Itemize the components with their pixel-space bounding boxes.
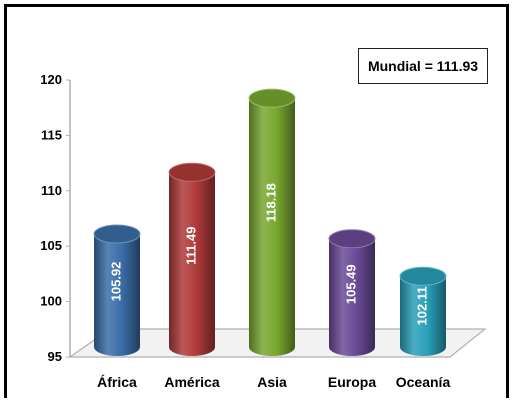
y-tick-label: 100 bbox=[40, 294, 62, 309]
x-tick-label: Asia bbox=[257, 374, 287, 390]
world-average-text: Mundial = 111.93 bbox=[367, 58, 479, 74]
bar-body bbox=[400, 276, 446, 356]
bar-body bbox=[94, 234, 140, 356]
world-average-annotation: Mundial = 111.93 bbox=[358, 48, 488, 84]
x-tick-label: América bbox=[164, 374, 219, 390]
bar-value-label: 118.18 bbox=[263, 183, 278, 222]
bar-américa bbox=[168, 162, 216, 356]
bar-top bbox=[328, 229, 376, 249]
chart-bars bbox=[93, 88, 447, 357]
chart-frame bbox=[4, 4, 509, 398]
y-tick-label: 105 bbox=[40, 238, 62, 253]
x-tick-label: África bbox=[97, 374, 137, 390]
bar-top bbox=[399, 266, 447, 286]
bar-value-label: 102.11 bbox=[414, 286, 429, 325]
bar-top bbox=[93, 224, 141, 244]
bar-áfrica bbox=[93, 224, 141, 356]
y-tick-label: 95 bbox=[48, 349, 62, 364]
x-tick-label: Europa bbox=[328, 374, 376, 390]
bar-oceanía bbox=[399, 266, 447, 356]
bar-asia bbox=[248, 88, 296, 357]
chart-labels: 105.92 África 111.49 América 118.18 Asia 105.4… bbox=[97, 183, 450, 390]
bar-body bbox=[329, 238, 375, 356]
bar-top bbox=[168, 162, 216, 182]
bar-value-label: 105.92 bbox=[108, 262, 123, 302]
bar-body bbox=[249, 98, 295, 357]
x-tick-label: Oceanía bbox=[396, 374, 451, 390]
y-tick-label: 120 bbox=[40, 72, 62, 87]
bar-value-label: 105.49 bbox=[343, 264, 358, 304]
bar-value-label: 111.49 bbox=[183, 227, 198, 265]
bar-top bbox=[248, 88, 296, 108]
bar-body bbox=[169, 172, 215, 356]
bar-europa bbox=[328, 229, 376, 356]
y-tick-label: 110 bbox=[41, 183, 62, 198]
y-tick-label: 115 bbox=[41, 127, 62, 142]
